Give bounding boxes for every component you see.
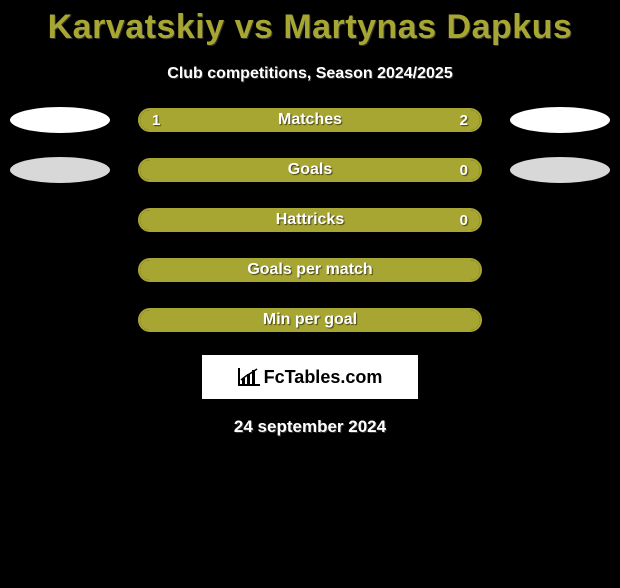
stat-label: Matches xyxy=(140,110,480,130)
page-title: Karvatskiy vs Martynas Dapkus xyxy=(8,8,612,47)
stat-bar: Goals per match xyxy=(138,258,482,282)
stat-bar: Min per goal xyxy=(138,308,482,332)
date-text: 24 september 2024 xyxy=(8,417,612,437)
stat-row: Goals per match xyxy=(8,257,612,283)
stat-label: Hattricks xyxy=(140,210,480,230)
stat-label: Min per goal xyxy=(140,310,480,330)
comparison-chart: 12Matches 0Goals 0Hattricks Goals per match… xyxy=(8,107,612,333)
stat-bar: 12Matches xyxy=(138,108,482,132)
stat-row: 12Matches xyxy=(8,107,612,133)
stat-row: Min per goal xyxy=(8,307,612,333)
player-left-marker xyxy=(10,157,110,183)
chart-icon xyxy=(238,368,260,386)
stat-label: Goals per match xyxy=(140,260,480,280)
player-right-marker xyxy=(510,107,610,133)
subtitle: Club competitions, Season 2024/2025 xyxy=(8,65,612,83)
stat-row: 0Hattricks xyxy=(8,207,612,233)
stat-label: Goals xyxy=(140,160,480,180)
player-right-marker xyxy=(510,157,610,183)
logo-box: FcTables.com xyxy=(202,355,418,399)
logo: FcTables.com xyxy=(238,367,383,388)
stat-bar: 0Goals xyxy=(138,158,482,182)
stat-bar: 0Hattricks xyxy=(138,208,482,232)
player-left-marker xyxy=(10,107,110,133)
stat-row: 0Goals xyxy=(8,157,612,183)
logo-text: FcTables.com xyxy=(264,367,383,388)
